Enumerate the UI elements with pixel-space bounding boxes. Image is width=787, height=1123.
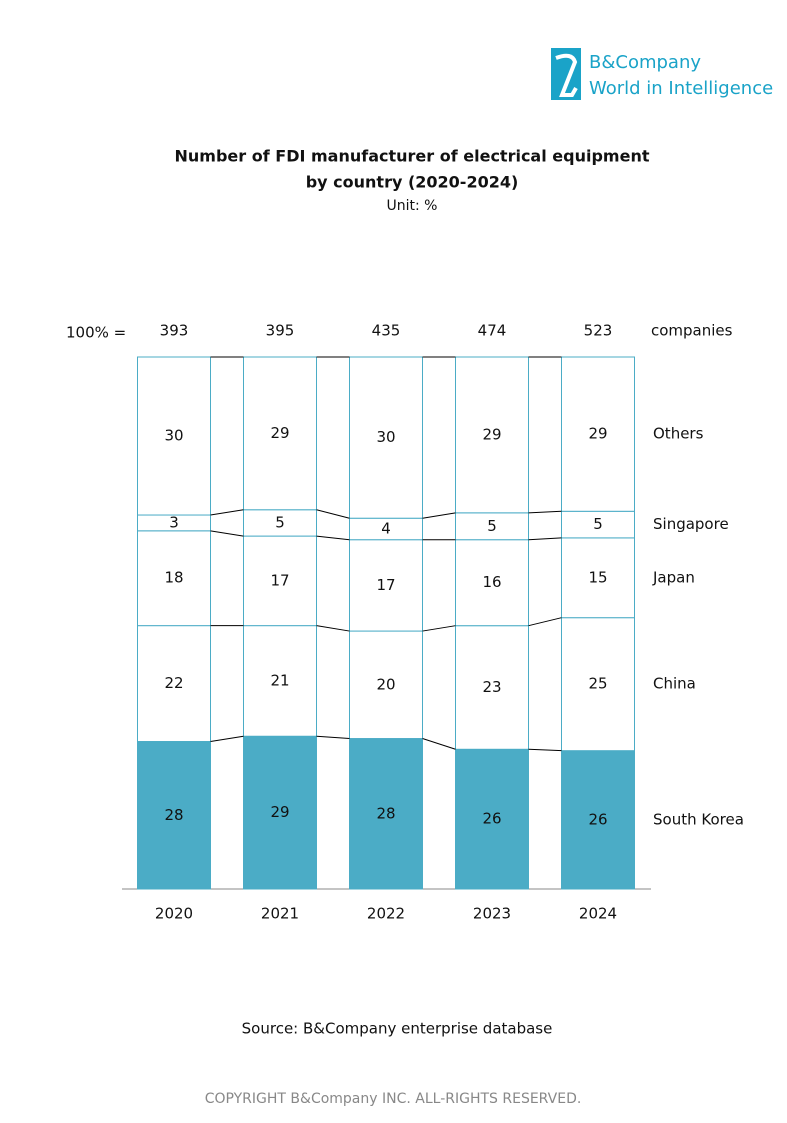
connector bbox=[422, 738, 456, 750]
connector bbox=[316, 625, 350, 632]
data-label: 29 bbox=[270, 424, 289, 442]
data-label: 20 bbox=[376, 675, 395, 693]
legend-label: South Korea bbox=[653, 810, 744, 828]
bar-segment bbox=[349, 738, 423, 890]
legend-label: Others bbox=[653, 425, 704, 443]
bar-segment bbox=[243, 509, 317, 537]
data-label: 30 bbox=[376, 428, 395, 446]
bar-segment bbox=[137, 356, 211, 516]
connector bbox=[210, 509, 244, 516]
data-label: 28 bbox=[164, 806, 183, 824]
bar-segment bbox=[349, 630, 423, 740]
connector bbox=[528, 748, 562, 752]
bar-segment bbox=[137, 741, 211, 890]
connector bbox=[316, 735, 350, 740]
connector bbox=[210, 735, 244, 743]
data-label: 3 bbox=[169, 513, 179, 531]
data-label: 18 bbox=[164, 569, 183, 587]
source: Source: B&Company enterprise database bbox=[242, 1020, 553, 1038]
bar-segment bbox=[561, 750, 635, 890]
data-label: 16 bbox=[482, 573, 501, 591]
bar-segment bbox=[561, 537, 635, 619]
logo-glyph bbox=[555, 53, 578, 97]
data-label: 29 bbox=[270, 803, 289, 821]
connector bbox=[316, 535, 350, 541]
x-tick-label: 2024 bbox=[579, 905, 617, 923]
x-tick-label: 2023 bbox=[473, 905, 511, 923]
bar-segment bbox=[137, 625, 211, 743]
data-label: 5 bbox=[487, 517, 497, 535]
bar-segment bbox=[243, 356, 317, 511]
data-label: 5 bbox=[593, 515, 603, 533]
data-label: 17 bbox=[376, 576, 395, 594]
total-label: 393 bbox=[160, 322, 189, 340]
connector bbox=[316, 509, 350, 519]
data-label: 28 bbox=[376, 804, 395, 822]
bar-segment bbox=[561, 356, 635, 512]
total-label: 523 bbox=[584, 322, 613, 340]
bar-segment bbox=[243, 735, 317, 890]
x-tick-label: 2020 bbox=[155, 905, 193, 923]
data-label: 26 bbox=[482, 810, 501, 828]
bar-segment bbox=[455, 625, 529, 750]
bar-segment bbox=[561, 617, 635, 752]
total-label: 435 bbox=[372, 322, 401, 340]
bar-segment bbox=[561, 510, 635, 539]
data-label: 29 bbox=[482, 425, 501, 443]
data-label: 29 bbox=[588, 425, 607, 443]
data-label: 26 bbox=[588, 810, 607, 828]
data-label: 23 bbox=[482, 678, 501, 696]
total-label: 474 bbox=[478, 322, 507, 340]
connector bbox=[528, 617, 562, 627]
data-label: 30 bbox=[164, 427, 183, 445]
chart-title: Number of FDI manufacturer of electrical… bbox=[175, 147, 650, 166]
connector bbox=[528, 510, 562, 514]
data-label: 17 bbox=[270, 571, 289, 589]
data-label: 22 bbox=[164, 674, 183, 692]
footer: COPYRIGHT B&Company INC. ALL-RIGHTS RESE… bbox=[205, 1091, 582, 1107]
legend-label: China bbox=[653, 675, 696, 693]
bar-segment bbox=[455, 356, 529, 514]
legend-label: Japan bbox=[652, 568, 695, 586]
total-label: 395 bbox=[266, 322, 295, 340]
brand-tagline: World in Intelligence bbox=[589, 78, 773, 99]
x-tick-label: 2022 bbox=[367, 905, 405, 923]
connector bbox=[210, 530, 244, 537]
connector bbox=[422, 512, 456, 519]
chart-title: by country (2020-2024) bbox=[306, 173, 519, 192]
x-tick-label: 2021 bbox=[261, 905, 299, 923]
totals-unit: companies bbox=[651, 322, 733, 340]
data-label: 21 bbox=[270, 671, 289, 689]
bar-segment bbox=[349, 539, 423, 632]
brand-name: B&Company bbox=[589, 52, 701, 73]
chart-subtitle: Unit: % bbox=[387, 198, 438, 214]
legend-label: Singapore bbox=[653, 515, 729, 533]
data-label: 25 bbox=[588, 675, 607, 693]
connector bbox=[422, 625, 456, 632]
data-label: 5 bbox=[275, 513, 285, 531]
bar-segment bbox=[455, 539, 529, 627]
connector bbox=[528, 537, 562, 541]
data-label: 4 bbox=[381, 519, 391, 537]
data-label: 15 bbox=[588, 568, 607, 586]
totals-label: 100% = bbox=[66, 324, 126, 342]
bar-segment bbox=[349, 356, 423, 519]
